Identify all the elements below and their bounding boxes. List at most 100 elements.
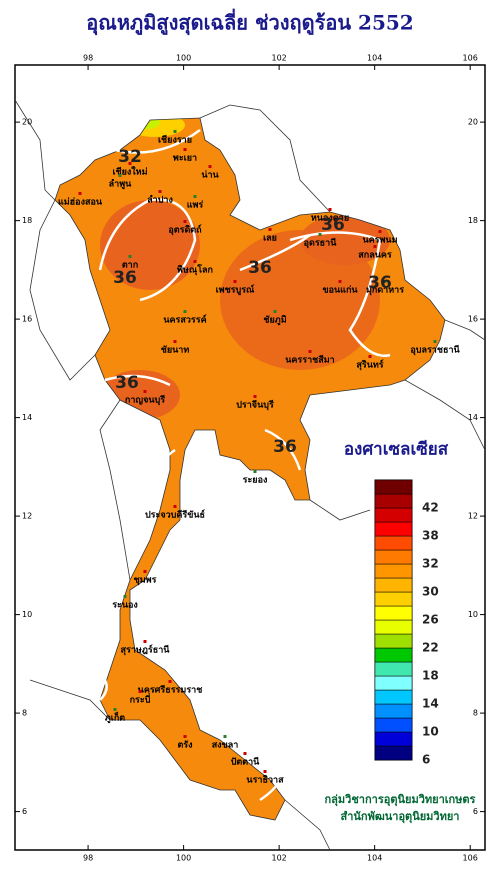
contour-lines — [98, 128, 391, 802]
place-name: ชัยภูมิ — [263, 315, 286, 326]
station — [123, 595, 127, 598]
legend-label: 42 — [422, 501, 439, 515]
station — [143, 390, 147, 393]
legend-label: 10 — [422, 725, 439, 739]
station — [233, 280, 237, 283]
colorbar-bin — [374, 647, 413, 663]
legend-label: 26 — [422, 613, 439, 627]
lat-tick-label: 18 — [468, 216, 478, 225]
credit: กลุ่มวิชาการอุตุนิยมวิทยาเกษตร — [325, 793, 476, 807]
colorbar-bin — [374, 549, 413, 565]
lat-tick-label: 8 — [473, 709, 478, 718]
contour-label: 36 — [321, 215, 345, 235]
place-name: อุบลราชธานี — [410, 345, 460, 356]
station — [183, 220, 187, 223]
station — [183, 148, 187, 151]
credit: สำนักพัฒนาอุตุนิยมวิทยา — [341, 810, 460, 824]
station — [128, 162, 132, 165]
place-name: ชัยนาท — [161, 345, 190, 356]
station — [433, 340, 437, 343]
lat-tick-label: 14 — [468, 413, 478, 422]
place-name: แม่ฮ่องสอน — [58, 197, 103, 208]
station — [128, 255, 132, 258]
lon-tick-label: 104 — [367, 854, 382, 863]
lon-tick-label: 98 — [83, 54, 93, 63]
colorbar-bin — [374, 675, 413, 691]
contour-label: 36 — [248, 258, 272, 278]
place-name: เชียงใหม่ — [112, 166, 147, 178]
station — [183, 735, 187, 738]
place-name: พะเยา — [173, 154, 197, 164]
station — [173, 340, 177, 343]
colorbar-bin — [374, 689, 413, 705]
place-name: นครศรีธรรมราช — [138, 685, 203, 696]
station — [243, 752, 247, 755]
colorbar-bin — [374, 577, 413, 593]
legend-label: 32 — [422, 557, 439, 571]
lat-tick-label: 14 — [22, 413, 32, 422]
place-name: เพชรบูรณ์ — [216, 284, 255, 296]
contour-label: 32 — [118, 147, 142, 167]
place-name: พิษณุโลก — [177, 264, 213, 276]
station — [373, 245, 377, 248]
station — [223, 735, 227, 738]
lon-tick-label: 104 — [367, 54, 382, 63]
place-name: กระบี่ — [130, 693, 151, 706]
station — [173, 130, 177, 133]
contour-label: 36 — [368, 273, 392, 293]
lat-tick-label: 18 — [22, 216, 32, 225]
colorbar-bin — [374, 521, 413, 537]
lat-tick-label: 6 — [22, 807, 27, 816]
place-name: ระนอง — [112, 601, 138, 611]
legend-label: 14 — [422, 697, 439, 711]
station — [378, 230, 382, 233]
colorbar-bin — [374, 493, 413, 509]
place-name: เลย — [263, 234, 277, 244]
station — [183, 310, 187, 313]
place-name: นครสวรรค์ — [163, 314, 206, 326]
place-name: หนองคาย — [311, 214, 349, 224]
lon-tick-label: 100 — [176, 854, 191, 863]
legend-label: 30 — [422, 585, 439, 599]
neighbor-borders — [14, 99, 486, 851]
legend-label: 22 — [422, 641, 439, 655]
station — [263, 770, 267, 773]
colorbar-bin — [374, 479, 413, 495]
legend-unit: องศาเซลเซียส — [344, 439, 449, 460]
station — [368, 355, 372, 358]
colorbar-bin — [374, 563, 413, 579]
lat-tick-label: 10 — [22, 610, 32, 619]
lon-tick-label: 102 — [271, 54, 286, 63]
lat-tick-label: 20 — [468, 118, 478, 127]
colorbar-bin — [374, 703, 413, 719]
station — [193, 260, 197, 263]
title: อุณหภูมิสูงสุดเฉลี่ย ช่วงฤดูร้อน 2552 — [86, 8, 413, 37]
station — [308, 350, 312, 353]
place-name: ปัตตานี — [231, 757, 260, 768]
station — [168, 680, 172, 683]
place-name: อุดรธานี — [304, 238, 338, 249]
place-name: สุราษฎร์ธานี — [121, 644, 171, 656]
place-name: ภูเก็ต — [105, 711, 125, 724]
contour-label: 36 — [113, 268, 137, 288]
place-name: ประจวบคีรีขันธ์ — [145, 509, 205, 521]
place-name: ขอนแก่น — [322, 285, 358, 296]
place-name: นครราชสีมา — [285, 355, 334, 366]
lat-tick-label: 12 — [22, 512, 32, 521]
place-name: ลำพูน — [109, 179, 133, 190]
place-name: น่าน — [201, 170, 219, 181]
place-name: สงขลา — [212, 741, 239, 751]
lon-tick-label: 106 — [463, 854, 478, 863]
station — [193, 195, 197, 198]
legend-label: 6 — [422, 753, 430, 767]
place-name: นครพนม — [362, 236, 397, 246]
place-name: กาญจนบุรี — [125, 395, 165, 406]
place-name: ตรัง — [177, 740, 192, 751]
lat-tick-label: 20 — [22, 118, 32, 127]
station — [118, 174, 122, 177]
lon-tick-label: 102 — [271, 854, 286, 863]
station — [113, 708, 117, 711]
place-name: ชุมพร — [134, 576, 157, 586]
station — [253, 395, 257, 398]
